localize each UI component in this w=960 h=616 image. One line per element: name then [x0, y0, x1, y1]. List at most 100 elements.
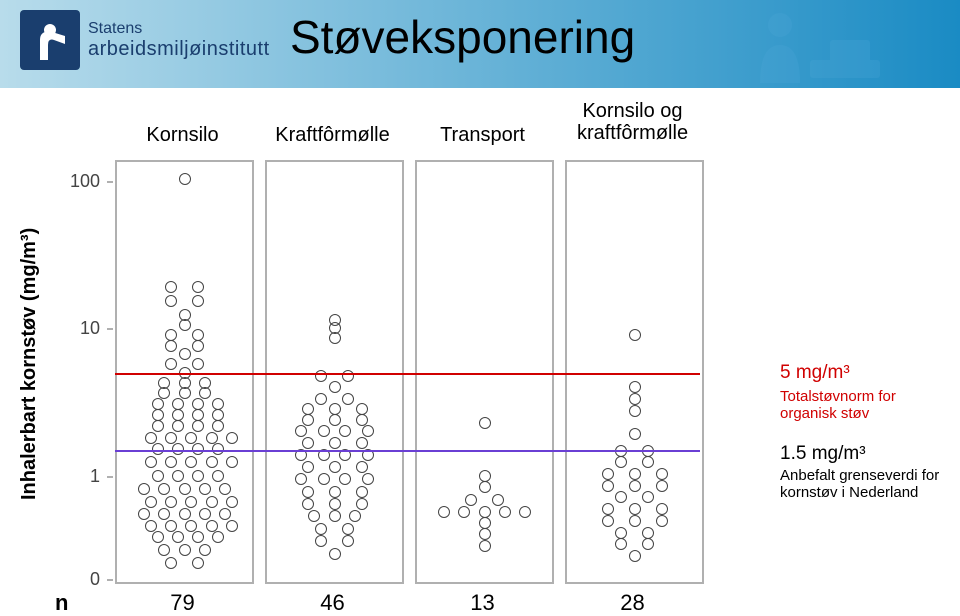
- data-point: [315, 370, 327, 382]
- ytick-mark: [107, 579, 113, 581]
- data-point: [165, 358, 177, 370]
- data-point: [199, 508, 211, 520]
- data-point: [315, 393, 327, 405]
- data-point: [629, 428, 641, 440]
- data-point: [629, 515, 641, 527]
- data-point: [192, 340, 204, 352]
- ytick-mark: [107, 181, 113, 183]
- data-point: [329, 381, 341, 393]
- data-point: [212, 443, 224, 455]
- data-point: [349, 510, 361, 522]
- data-point: [165, 456, 177, 468]
- data-point: [212, 420, 224, 432]
- data-point: [642, 491, 654, 503]
- data-point: [329, 498, 341, 510]
- data-point: [519, 506, 531, 518]
- data-point: [165, 281, 177, 293]
- data-point: [199, 483, 211, 495]
- data-point: [226, 456, 238, 468]
- data-point: [329, 332, 341, 344]
- data-point: [656, 503, 668, 515]
- header-silhouette-icon: [740, 5, 900, 90]
- institute-line1: Statens: [88, 20, 270, 38]
- data-point: [138, 483, 150, 495]
- data-point: [629, 503, 641, 515]
- data-point: [219, 483, 231, 495]
- ytick-mark: [107, 476, 113, 478]
- ytick-label: 0: [60, 569, 100, 590]
- data-point: [152, 443, 164, 455]
- data-point: [212, 531, 224, 543]
- data-point: [342, 523, 354, 535]
- data-point: [179, 387, 191, 399]
- n-value: 46: [265, 590, 400, 616]
- data-point: [206, 496, 218, 508]
- data-point: [315, 523, 327, 535]
- data-point: [499, 506, 511, 518]
- data-point: [165, 295, 177, 307]
- data-point: [342, 393, 354, 405]
- data-point: [172, 531, 184, 543]
- data-point: [152, 531, 164, 543]
- data-point: [479, 540, 491, 552]
- data-point: [438, 506, 450, 518]
- data-point: [465, 494, 477, 506]
- data-point: [629, 329, 641, 341]
- ytick-label: 10: [60, 318, 100, 339]
- data-point: [165, 520, 177, 532]
- data-point: [192, 531, 204, 543]
- data-point: [356, 414, 368, 426]
- data-point: [192, 295, 204, 307]
- data-point: [138, 508, 150, 520]
- data-point: [172, 420, 184, 432]
- data-point: [158, 508, 170, 520]
- legend-bottom: 1.5 mg/m³Anbefalt grenseverdi for kornst…: [780, 443, 950, 501]
- data-point: [458, 506, 470, 518]
- n-value: 79: [115, 590, 250, 616]
- data-point: [152, 470, 164, 482]
- data-point: [295, 425, 307, 437]
- data-point: [158, 387, 170, 399]
- logo-icon: [20, 10, 80, 70]
- data-point: [226, 496, 238, 508]
- data-point: [602, 503, 614, 515]
- data-point: [206, 520, 218, 532]
- data-point: [656, 515, 668, 527]
- data-point: [629, 393, 641, 405]
- data-point: [362, 473, 374, 485]
- reference-line: [115, 450, 700, 452]
- legend: 5 mg/m³Totalstøvnorm fororganisk støv: [780, 362, 896, 422]
- data-point: [615, 527, 627, 539]
- data-point: [356, 498, 368, 510]
- data-point: [642, 538, 654, 550]
- logo-text: Statens arbeidsmiljøinstitutt: [88, 20, 270, 60]
- data-point: [629, 468, 641, 480]
- data-point: [179, 544, 191, 556]
- data-point: [185, 496, 197, 508]
- data-point: [145, 520, 157, 532]
- data-point: [165, 340, 177, 352]
- data-point: [479, 417, 491, 429]
- data-point: [192, 420, 204, 432]
- data-point: [185, 520, 197, 532]
- data-point: [179, 319, 191, 331]
- legend-top-note: Totalstøvnorm fororganisk støv: [780, 388, 896, 422]
- data-point: [356, 403, 368, 415]
- y-axis-label: Inhalerbart kornstøv (mg/m³): [18, 228, 41, 500]
- data-point: [329, 437, 341, 449]
- data-point: [199, 544, 211, 556]
- data-point: [656, 480, 668, 492]
- ytick-label: 1: [60, 466, 100, 487]
- data-point: [302, 437, 314, 449]
- data-point: [329, 414, 341, 426]
- data-point: [342, 370, 354, 382]
- facet-label: Kornsilo ogkraftfôrmølle: [565, 100, 700, 144]
- data-point: [158, 483, 170, 495]
- data-point: [479, 506, 491, 518]
- data-point: [302, 461, 314, 473]
- data-point: [602, 480, 614, 492]
- data-point: [342, 535, 354, 547]
- data-point: [192, 470, 204, 482]
- data-point: [339, 425, 351, 437]
- data-point: [602, 468, 614, 480]
